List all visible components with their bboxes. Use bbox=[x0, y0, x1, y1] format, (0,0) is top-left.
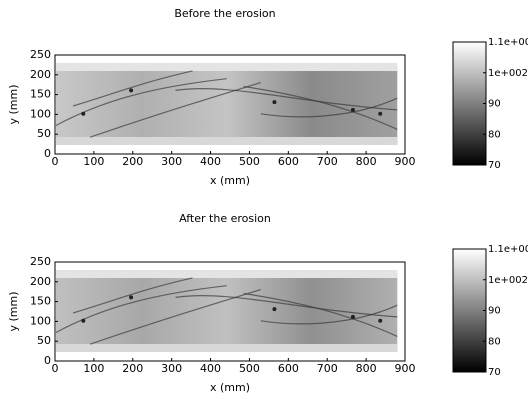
x-tick-label: 900 bbox=[395, 155, 416, 168]
image-streak bbox=[175, 88, 398, 111]
colorbar-tick-label: 90 bbox=[488, 306, 501, 317]
y-tick-label: 50 bbox=[37, 127, 51, 140]
colorbar-tick-label: 70 bbox=[488, 367, 501, 378]
image-streak bbox=[55, 285, 227, 334]
x-tick-label: 900 bbox=[395, 362, 416, 375]
image-spot bbox=[81, 318, 86, 323]
y-tick-label: 0 bbox=[44, 354, 51, 367]
y-tick-label: 0 bbox=[44, 147, 51, 160]
x-tick-label: 400 bbox=[200, 362, 221, 375]
image-bottom-band bbox=[56, 137, 398, 145]
image-spot bbox=[272, 307, 277, 312]
x-tick-label: 400 bbox=[200, 155, 221, 168]
x-axis-label: x (mm) bbox=[210, 174, 250, 187]
y-tick-label: 250 bbox=[30, 48, 51, 61]
image-streak bbox=[260, 97, 398, 118]
image-top-band bbox=[56, 270, 398, 278]
x-tick-label: 300 bbox=[161, 155, 182, 168]
image-spot bbox=[81, 111, 86, 116]
y-tick-label: 250 bbox=[30, 255, 51, 268]
colorbar bbox=[452, 248, 487, 373]
x-tick-label: 100 bbox=[83, 155, 104, 168]
x-tick-label: 500 bbox=[239, 155, 260, 168]
image-spot bbox=[350, 107, 355, 112]
chart-title: After the erosion bbox=[179, 212, 271, 225]
colorbar-tick-label: 70 bbox=[488, 160, 501, 171]
image-streak bbox=[72, 70, 193, 107]
x-tick-label: 200 bbox=[122, 155, 143, 168]
x-tick-label: 600 bbox=[278, 155, 299, 168]
axes-frame bbox=[54, 54, 406, 155]
colorbar-tick-label: 80 bbox=[488, 336, 501, 347]
image-streak bbox=[175, 295, 398, 318]
image-spot bbox=[129, 88, 134, 93]
heatmap-image bbox=[55, 63, 398, 145]
image-spot bbox=[378, 318, 383, 323]
x-tick-label: 100 bbox=[83, 362, 104, 375]
y-axis-label: y (mm) bbox=[7, 291, 20, 331]
x-tick-label: 0 bbox=[52, 155, 59, 168]
x-tick-label: 0 bbox=[52, 362, 59, 375]
colorbar-tick-label: 1e+002 bbox=[488, 68, 528, 79]
y-tick-label: 150 bbox=[30, 295, 51, 308]
y-tick-label: 100 bbox=[30, 107, 51, 120]
y-tick-label: 200 bbox=[30, 275, 51, 288]
y-axis-label: y (mm) bbox=[7, 84, 20, 124]
image-fill bbox=[56, 274, 398, 352]
image-bottom-band bbox=[56, 344, 398, 352]
image-streak bbox=[89, 289, 261, 345]
x-tick-label: 300 bbox=[161, 362, 182, 375]
x-axis-label: x (mm) bbox=[210, 381, 250, 394]
image-streak bbox=[55, 78, 227, 127]
image-spot bbox=[272, 100, 277, 105]
chart-title: Before the erosion bbox=[174, 7, 275, 20]
image-spot bbox=[378, 111, 383, 116]
colorbar-tick-label: 80 bbox=[488, 129, 501, 140]
x-tick-label: 800 bbox=[356, 362, 377, 375]
colorbar-tick-label: 1e+002 bbox=[488, 275, 528, 286]
y-tick-label: 150 bbox=[30, 88, 51, 101]
image-streak bbox=[89, 82, 261, 138]
x-tick-label: 600 bbox=[278, 362, 299, 375]
colorbar-tick-label: 1.1e+002 bbox=[488, 37, 528, 48]
image-spot bbox=[350, 314, 355, 319]
x-tick-label: 200 bbox=[122, 362, 143, 375]
image-top-band bbox=[56, 63, 398, 71]
y-tick-label: 200 bbox=[30, 68, 51, 81]
colorbar bbox=[452, 41, 487, 166]
y-tick-label: 100 bbox=[30, 314, 51, 327]
y-tick-label: 50 bbox=[37, 334, 51, 347]
image-streak bbox=[72, 277, 193, 314]
heatmap-image bbox=[55, 270, 398, 352]
x-tick-label: 500 bbox=[239, 362, 260, 375]
image-streak bbox=[260, 304, 398, 325]
image-spot bbox=[129, 295, 134, 300]
colorbar-tick-label: 1.1e+002 bbox=[488, 244, 528, 255]
colorbar-tick-label: 90 bbox=[488, 99, 501, 110]
image-streak bbox=[243, 292, 398, 337]
image-streak bbox=[243, 85, 398, 130]
x-tick-label: 800 bbox=[356, 155, 377, 168]
x-tick-label: 700 bbox=[317, 362, 338, 375]
axes-frame bbox=[54, 261, 406, 362]
x-tick-label: 700 bbox=[317, 155, 338, 168]
image-fill bbox=[56, 67, 398, 145]
